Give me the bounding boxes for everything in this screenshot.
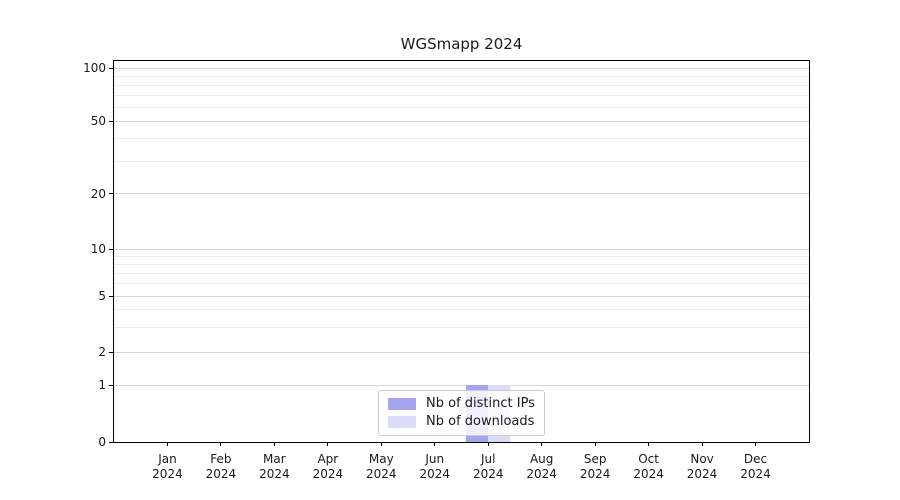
x-axis-tick-mark-mar-2024 [273, 442, 275, 446]
x-axis-tick-mark-nov-2024 [701, 442, 703, 446]
x-axis-tick-mark-dec-2024 [755, 442, 757, 446]
x-axis-tick-mark-sep-2024 [594, 442, 596, 446]
y-axis-tick-mark-10 [109, 248, 113, 250]
gridline-minor-y60 [114, 106, 809, 108]
x-axis-tick-mark-jul-2024 [487, 442, 489, 446]
x-axis-tick-mark-jun-2024 [434, 442, 436, 446]
x-axis-tick-label-dec-2024: Dec 2024 [740, 452, 771, 481]
gridline-minor-y80 [114, 84, 809, 86]
x-axis-tick-label-jan-2024: Jan 2024 [152, 452, 183, 481]
x-axis-tick-label-mar-2024: Mar 2024 [259, 452, 290, 481]
x-axis-tick-mark-feb-2024 [220, 442, 222, 446]
x-axis-tick-label-oct-2024: Oct 2024 [633, 452, 664, 481]
legend-box: Nb of distinct IPs Nb of downloads [378, 390, 545, 436]
legend-label-nb-of-downloads: Nb of downloads [426, 414, 535, 429]
x-axis-tick-mark-jan-2024 [166, 442, 168, 446]
gridline-minor-y7 [114, 272, 809, 274]
x-axis-tick-label-may-2024: May 2024 [366, 452, 397, 481]
y-axis-tick-label-1: 1 [98, 378, 106, 392]
x-axis-tick-mark-aug-2024 [541, 442, 543, 446]
gridline-major-y50 [114, 120, 809, 122]
gridline-major-y2 [114, 351, 809, 353]
y-axis-tick-mark-20 [109, 193, 113, 194]
legend-label-nb-of-distinct-ips: Nb of distinct IPs [426, 396, 535, 411]
gridline-minor-y30 [114, 160, 809, 162]
legend-swatch-nb-of-distinct-ips [388, 398, 416, 410]
y-axis-tick-label-10: 10 [90, 242, 106, 256]
legend-swatch-nb-of-downloads [388, 416, 416, 428]
y-axis-tick-mark-50 [109, 120, 113, 122]
y-axis-tick-label-5: 5 [98, 289, 106, 303]
y-axis-tick-mark-1 [109, 384, 113, 386]
gridline-minor-y90 [114, 75, 809, 77]
y-axis-tick-mark-100 [109, 67, 113, 69]
gridline-major-y100 [114, 67, 809, 69]
x-axis-tick-mark-may-2024 [380, 442, 382, 446]
gridline-major-y1 [114, 384, 809, 386]
y-axis-tick-mark-5 [109, 295, 113, 297]
y-axis-tick-label-2: 2 [98, 345, 106, 359]
gridline-minor-y3 [114, 326, 809, 328]
y-axis-tick-label-20: 20 [90, 186, 106, 201]
x-axis-tick-label-apr-2024: Apr 2024 [312, 452, 344, 481]
x-axis-tick-label-aug-2024: Aug 2024 [526, 452, 557, 481]
x-axis-tick-label-sep-2024: Sep 2024 [579, 452, 611, 481]
x-axis-tick-mark-oct-2024 [648, 442, 650, 446]
x-axis-tick-label-jul-2024: Jul 2024 [472, 452, 504, 481]
gridline-minor-y6 [114, 283, 809, 285]
gridline-minor-y9 [114, 255, 809, 257]
legend-entry-nb-of-distinct-ips: Nb of distinct IPs [388, 395, 535, 413]
x-axis-tick-label-nov-2024: Nov 2024 [686, 452, 718, 481]
x-axis-tick-label-jun-2024: Jun 2024 [419, 452, 451, 481]
chart-title: WGSmapp 2024 [400, 35, 523, 53]
gridline-major-y20 [114, 193, 809, 194]
gridline-minor-y40 [114, 138, 809, 140]
y-axis-tick-label-50: 50 [90, 114, 106, 128]
y-axis-tick-label-100: 100 [83, 61, 106, 75]
y-axis-tick-mark-0 [109, 441, 113, 443]
gridline-minor-y8 [114, 263, 809, 265]
plot-area: 0 1 2 5 10 20 50 100 Jan 2024 Feb 2024 Mar 2024 Apr… [83, 60, 810, 481]
gridline-major-y10 [114, 248, 809, 250]
x-axis-tick-mark-apr-2024 [327, 442, 329, 446]
gridline-major-y5 [114, 295, 809, 297]
legend-entry-nb-of-downloads: Nb of downloads [388, 413, 535, 431]
gridline-minor-y70 [114, 94, 809, 96]
y-axis-tick-label-0: 0 [98, 435, 106, 449]
y-axis-tick-mark-2 [109, 351, 113, 353]
gridline-minor-y4 [114, 309, 809, 311]
x-axis-tick-label-feb-2024: Feb 2024 [205, 452, 237, 481]
